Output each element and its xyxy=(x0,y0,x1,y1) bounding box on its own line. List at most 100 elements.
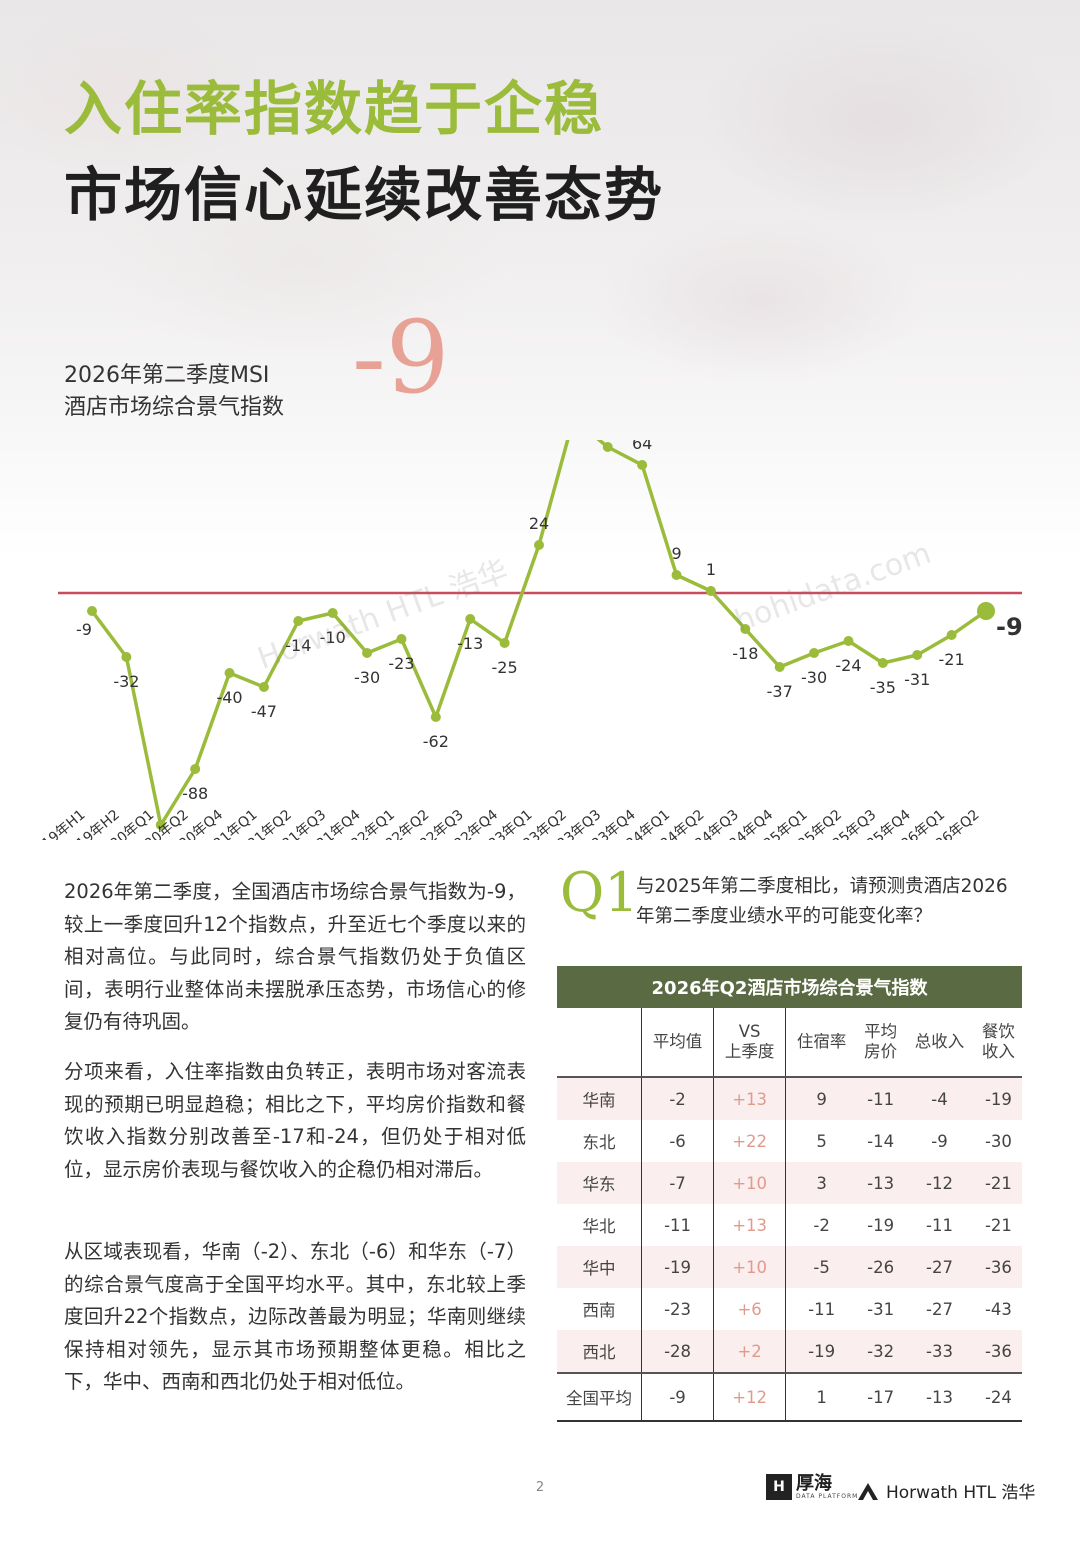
data-label: -30 xyxy=(801,668,827,687)
data-label: -25 xyxy=(492,658,518,677)
data-point xyxy=(740,624,751,634)
question-text: 与2025年第二季度相比，请预测贵酒店2026年第二季度业绩水平的可能变化率？ xyxy=(636,876,1008,927)
msi-label-line1: 2026年第二季度MSI xyxy=(64,363,270,388)
horwath-triangle-icon xyxy=(858,1482,878,1500)
table-row: 西南 -23 +6 -11 -31 -27 -43 xyxy=(557,1288,1022,1330)
data-label: -18 xyxy=(732,644,758,663)
data-point xyxy=(87,606,97,616)
data-point xyxy=(396,634,407,644)
cell-adr: -31 xyxy=(867,1299,895,1319)
horwath-logo: Horwath HTL 浩华 xyxy=(856,1478,1035,1503)
cell-adr: -11 xyxy=(857,1077,905,1120)
cell-region: 华南 xyxy=(557,1077,642,1120)
page-title-line2: 市场信心延续改善态势 xyxy=(64,161,665,229)
cell-rev: -12 xyxy=(904,1162,975,1204)
cell-avg: -7 xyxy=(641,1162,715,1204)
data-point xyxy=(809,648,820,658)
cell-occ: -2 xyxy=(813,1215,830,1235)
data-point xyxy=(499,638,510,648)
data-label: -47 xyxy=(251,702,277,721)
msi-label-line2: 酒店市场综合景气指数 xyxy=(64,395,285,420)
cell-fb: -19 xyxy=(974,1077,1022,1120)
data-point xyxy=(977,602,995,620)
body-paragraph-1: 2026年第二季度，全国酒店市场综合景气指数为-9，较上一季度回升12个指数点，… xyxy=(64,880,526,1033)
cell-region: 华北 xyxy=(557,1204,642,1246)
cell-adr: -17 xyxy=(857,1372,905,1422)
data-label: -62 xyxy=(423,732,449,751)
header-fb-l1: 餐饮 xyxy=(981,1022,1015,1041)
data-point xyxy=(671,570,682,580)
hohai-logo-sub: DATA PLATFORM xyxy=(796,1492,859,1500)
cell-avg: -11 xyxy=(641,1204,715,1246)
cell-region: 西北 xyxy=(557,1330,642,1373)
table-row: 华东 -7 +10 3 -13 -12 -21 xyxy=(557,1162,1022,1204)
data-label: -32 xyxy=(113,672,139,691)
cell-vs: +2 xyxy=(713,1330,787,1373)
cell-avg: -2 xyxy=(641,1077,715,1120)
cell-rev: -27 xyxy=(904,1246,975,1288)
header-vs: VS 上季度 xyxy=(713,1008,787,1078)
header-revenue: 总收入 xyxy=(904,1008,975,1078)
data-point xyxy=(465,614,476,624)
cell-rev: -9 xyxy=(931,1131,948,1151)
cell-rev: -13 xyxy=(904,1372,975,1422)
table-row: 华中 -19 +10 -5 -26 -27 -36 xyxy=(557,1246,1022,1288)
msi-series-line xyxy=(90,440,988,827)
cell-occ: 9 xyxy=(785,1077,858,1120)
cell-region: 全国平均 xyxy=(557,1372,642,1422)
header-occupancy-label: 住宿率 xyxy=(796,1032,847,1051)
data-point xyxy=(705,586,716,596)
cell-occ: 5 xyxy=(816,1131,827,1151)
data-point xyxy=(774,662,785,672)
table-row: 华北 -11 +13 -2 -19 -11 -21 xyxy=(557,1204,1022,1246)
data-label: -35 xyxy=(870,678,896,697)
hohai-logo-name: 厚海 xyxy=(796,1472,832,1494)
hohai-logo-icon: H xyxy=(766,1474,792,1500)
data-label: -13 xyxy=(457,634,483,653)
body-paragraph-3: 从区域表现看，华南（-2）、东北（-6）和华东（-7）的综合景气度高于全国平均水… xyxy=(64,1240,526,1393)
data-point xyxy=(362,648,373,658)
cell-avg: -28 xyxy=(641,1330,715,1373)
header-revenue-label: 总收入 xyxy=(914,1032,965,1051)
data-point xyxy=(912,650,923,660)
hero-background xyxy=(0,0,1080,560)
cell-occ: -19 xyxy=(785,1330,858,1373)
cell-vs: +12 xyxy=(713,1372,787,1422)
cell-region: 华东 xyxy=(557,1162,642,1204)
header-vs-l1: VS xyxy=(738,1022,761,1041)
header-region xyxy=(557,1008,642,1078)
cell-fb: -36 xyxy=(974,1246,1022,1288)
header-adr: 平均 房价 xyxy=(857,1008,905,1078)
cell-fb: -21 xyxy=(984,1215,1012,1235)
horwath-logo-name: Horwath HTL 浩华 xyxy=(886,1483,1036,1503)
cell-avg: -6 xyxy=(641,1120,715,1162)
msi-line-chart: -9-32-116-88-40-47-14-10-30-23-62-13-252… xyxy=(39,440,1023,840)
data-label: -23 xyxy=(388,654,414,673)
cell-vs: +6 xyxy=(713,1288,787,1330)
cell-occ: -11 xyxy=(808,1299,836,1319)
cell-adr: -26 xyxy=(857,1246,905,1288)
data-point xyxy=(155,820,166,830)
data-label: 9 xyxy=(671,544,681,563)
data-label: 24 xyxy=(529,514,549,533)
cell-region: 西南 xyxy=(557,1288,642,1330)
table-row: 东北 -6 +22 5 -14 -9 -30 xyxy=(557,1120,1022,1162)
cell-fb: -36 xyxy=(974,1330,1022,1373)
data-point xyxy=(843,636,854,646)
cell-vs: +13 xyxy=(713,1077,787,1120)
header-vs-l2: 上季度 xyxy=(724,1042,775,1061)
cell-vs: +10 xyxy=(713,1162,787,1204)
data-label: -14 xyxy=(285,636,311,655)
cell-occ: 3 xyxy=(785,1162,858,1204)
cell-adr: -14 xyxy=(867,1131,895,1151)
data-label: -9 xyxy=(996,613,1023,641)
table-row-total: 全国平均 -9 +12 1 -17 -13 -24 xyxy=(557,1372,1022,1422)
data-point xyxy=(534,540,544,550)
cell-adr: -13 xyxy=(857,1162,905,1204)
cell-fb: -43 xyxy=(984,1299,1012,1319)
table-header-row: 平均值 VS 上季度 住宿率 平均 房价 总收入 餐饮 收入 xyxy=(557,1008,1022,1078)
cell-rev: -11 xyxy=(926,1215,953,1235)
cell-avg: -19 xyxy=(641,1246,715,1288)
page-title-line1: 入住率指数趋于企稳 xyxy=(64,75,605,143)
data-label: -9 xyxy=(76,620,92,639)
